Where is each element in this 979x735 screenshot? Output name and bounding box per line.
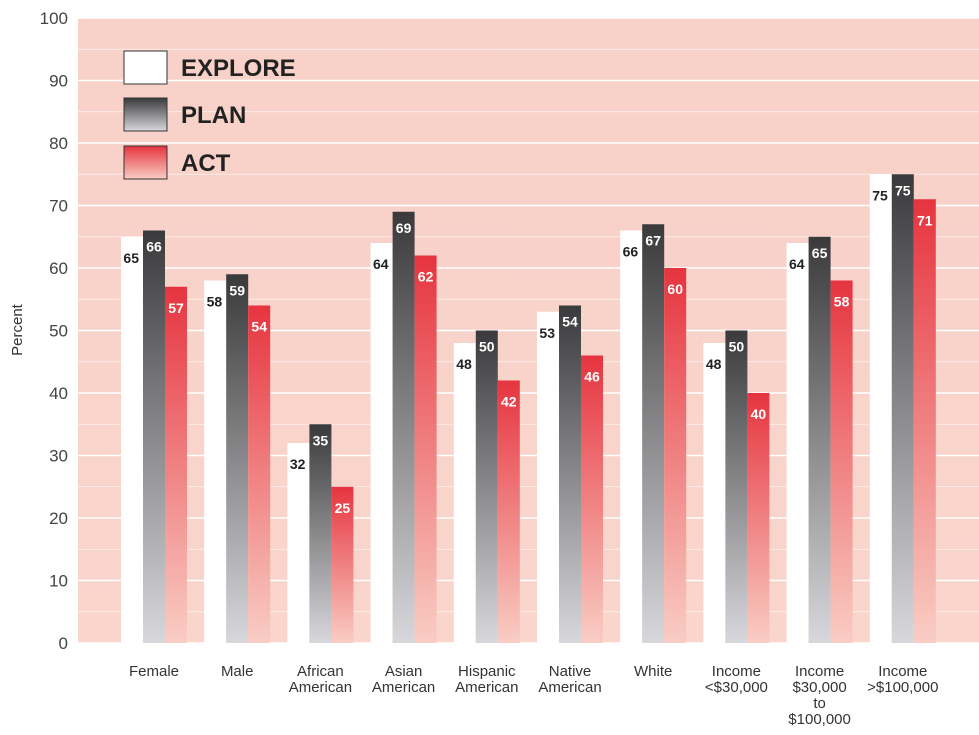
- y-tick-label: 90: [49, 72, 68, 91]
- data-label: 65: [812, 245, 828, 261]
- data-label: 57: [168, 300, 184, 316]
- bar-plan: [309, 424, 331, 643]
- bar-act: [248, 306, 270, 644]
- bar-act: [747, 393, 769, 643]
- data-label: 32: [290, 456, 306, 472]
- bar-explore: [287, 443, 309, 643]
- legend-swatch: [124, 98, 167, 131]
- data-label: 69: [396, 220, 412, 236]
- x-axis-tick-labels: Female Male African American Asian American Hi…: [129, 663, 938, 728]
- bar-plan: [559, 306, 581, 644]
- data-label: 50: [729, 339, 745, 355]
- bar-act: [165, 287, 187, 643]
- y-axis-tick-labels: 0 10 20 30 40 50 60 70 80 90 100: [40, 9, 68, 653]
- x-tick-label: Income $30,000 to $100,000: [788, 663, 851, 728]
- bar-explore: [121, 237, 143, 643]
- x-tick-label: Female: [129, 663, 179, 680]
- bar-explore: [371, 243, 393, 643]
- y-tick-label: 20: [49, 509, 68, 528]
- bar-explore: [870, 174, 892, 643]
- data-label: 64: [789, 256, 805, 272]
- data-label: 75: [872, 187, 888, 203]
- bar-explore: [620, 231, 642, 644]
- x-tick-label: Income >$100,000: [867, 663, 938, 696]
- y-tick-label: 0: [59, 634, 68, 653]
- y-tick-label: 60: [49, 259, 68, 278]
- x-tick-label: Asian American: [372, 663, 435, 696]
- data-label: 59: [229, 282, 245, 298]
- y-tick-label: 50: [49, 322, 68, 341]
- bar-explore: [537, 312, 559, 643]
- bar-plan: [725, 331, 747, 644]
- bar-plan: [226, 274, 248, 643]
- bar-plan: [642, 224, 664, 643]
- bar-plan: [809, 237, 831, 643]
- y-tick-label: 100: [40, 9, 68, 28]
- data-label: 66: [623, 244, 639, 260]
- bar-act: [831, 281, 853, 644]
- data-label: 64: [373, 256, 389, 272]
- legend-swatch: [124, 51, 167, 84]
- data-label: 71: [917, 212, 933, 228]
- x-tick-label: Hispanic American: [455, 663, 518, 696]
- data-label: 48: [706, 356, 722, 372]
- x-tick-label: African American: [289, 663, 352, 696]
- data-label: 50: [479, 339, 495, 355]
- bar-explore: [204, 281, 226, 644]
- data-label: 75: [895, 182, 911, 198]
- data-label: 65: [123, 250, 139, 266]
- y-tick-label: 70: [49, 197, 68, 216]
- bar-plan: [393, 212, 415, 643]
- bar-plan: [476, 331, 498, 644]
- data-label: 42: [501, 394, 517, 410]
- legend-swatch: [124, 146, 167, 179]
- data-label: 54: [251, 319, 267, 335]
- bar-plan: [143, 231, 165, 644]
- y-axis-label: Percent: [9, 303, 26, 356]
- data-label: 46: [584, 369, 600, 385]
- data-label: 35: [313, 432, 329, 448]
- x-tick-label: White: [634, 663, 672, 680]
- y-tick-label: 40: [49, 384, 68, 403]
- data-label: 48: [456, 356, 472, 372]
- data-label: 58: [207, 294, 223, 310]
- bar-act: [914, 199, 936, 643]
- x-tick-label: Income <$30,000: [705, 663, 768, 696]
- bar-explore: [787, 243, 809, 643]
- bar-act: [498, 381, 520, 644]
- data-label: 62: [418, 269, 434, 285]
- data-label: 40: [751, 406, 767, 422]
- data-label: 58: [834, 294, 850, 310]
- legend-label: EXPLORE: [181, 55, 296, 82]
- bar-explore: [703, 343, 725, 643]
- data-label: 54: [562, 314, 578, 330]
- bar-act: [581, 356, 603, 644]
- y-tick-label: 80: [49, 134, 68, 153]
- data-label: 66: [146, 239, 162, 255]
- data-label: 67: [645, 232, 661, 248]
- bar-plan: [892, 174, 914, 643]
- legend-label: PLAN: [181, 102, 246, 129]
- y-tick-label: 10: [49, 572, 68, 591]
- data-label: 60: [667, 281, 683, 297]
- y-tick-label: 30: [49, 447, 68, 466]
- legend-label: ACT: [181, 150, 231, 177]
- bar-act: [415, 256, 437, 644]
- bar-act: [664, 268, 686, 643]
- data-label: 53: [539, 325, 555, 341]
- x-tick-label: Male: [221, 663, 254, 680]
- data-label: 25: [335, 500, 351, 516]
- x-tick-label: Native American: [538, 663, 601, 696]
- bar-explore: [454, 343, 476, 643]
